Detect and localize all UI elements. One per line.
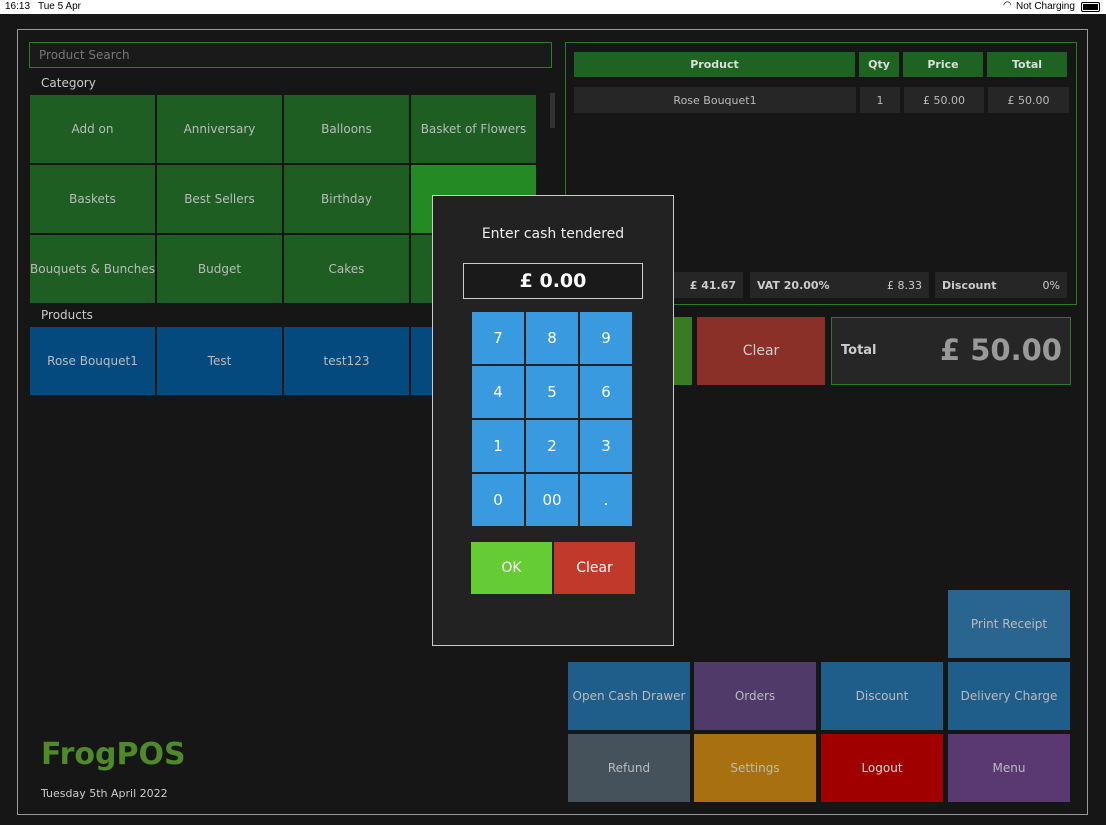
status-bar: 16:13 Tue 5 Apr ◠ Not Charging (0, 0, 1106, 14)
keypad-key[interactable]: 2 (526, 420, 578, 472)
discount-value: 0% (1042, 278, 1060, 292)
category-tile[interactable]: Cakes (284, 235, 409, 303)
row-product: Rose Bouquet1 (574, 87, 856, 113)
vat-value: £ 8.33 (887, 278, 922, 292)
orders-button[interactable]: Orders (694, 662, 816, 730)
cash-display: £ 0.00 (463, 263, 643, 299)
battery-status: Not Charging (1016, 1, 1075, 12)
brand-logo: FrogPOS (41, 737, 186, 772)
category-label: Category (41, 76, 96, 90)
row-qty: 1 (860, 87, 900, 113)
print-receipt-button[interactable]: Print Receipt (948, 590, 1070, 658)
vat-label: VAT 20.00% (757, 278, 830, 292)
main-frame (17, 29, 1088, 815)
discount-button[interactable]: Discount (821, 662, 943, 730)
product-search-input[interactable]: Product Search (29, 42, 552, 68)
category-tile[interactable]: Birthday (284, 165, 409, 233)
category-tile[interactable]: Baskets (30, 165, 155, 233)
keypad-key[interactable]: 6 (580, 366, 632, 418)
header-total: Total (987, 52, 1067, 77)
row-price: £ 50.00 (904, 87, 984, 113)
current-date: Tuesday 5th April 2022 (41, 787, 168, 800)
keypad-key[interactable]: 4 (472, 366, 524, 418)
clear-order-button[interactable]: Clear (697, 317, 825, 385)
product-tile[interactable]: Test (157, 327, 282, 395)
keypad-key[interactable]: 9 (580, 312, 632, 364)
category-tile[interactable]: Best Sellers (157, 165, 282, 233)
order-panel (565, 42, 1077, 305)
total-label: Total (841, 343, 877, 358)
battery-icon (1081, 2, 1100, 12)
keypad-key[interactable]: . (580, 474, 632, 526)
category-tile[interactable]: Balloons (284, 95, 409, 163)
wifi-icon: ◠ (1003, 0, 1012, 11)
header-qty: Qty (859, 52, 899, 77)
header-product: Product (574, 52, 855, 77)
keypad-key[interactable]: 00 (526, 474, 578, 526)
status-time: 16:13 (5, 1, 31, 12)
keypad-key[interactable]: 3 (580, 420, 632, 472)
discount-label: Discount (942, 278, 997, 292)
category-tile[interactable]: Bouquets & Bunches (30, 235, 155, 303)
delivery-charge-button[interactable]: Delivery Charge (948, 662, 1070, 730)
dialog-title: Enter cash tendered (481, 226, 625, 242)
menu-button[interactable]: Menu (948, 734, 1070, 802)
keypad-key[interactable]: 7 (472, 312, 524, 364)
ok-button[interactable]: OK (471, 542, 552, 594)
total-value: £ 50.00 (939, 333, 1062, 367)
category-tile[interactable]: Basket of Flowers (411, 95, 536, 163)
cash-tendered-dialog: Enter cash tendered £ 0.00 7 8 9 4 5 6 1 2 3 0 00.… (432, 195, 674, 646)
total-box: Total £ 50.00 (831, 317, 1071, 385)
logout-button[interactable]: Logout (821, 734, 943, 802)
category-tile[interactable]: Anniversary (157, 95, 282, 163)
keypad-key[interactable]: 8 (526, 312, 578, 364)
vat-box: VAT 20.00% £ 8.33 (750, 272, 929, 298)
dialog-clear-button[interactable]: Clear (554, 542, 635, 594)
keypad-key[interactable]: 0 (472, 474, 524, 526)
refund-button[interactable]: Refund (568, 734, 690, 802)
status-date: Tue 5 Apr (38, 1, 81, 12)
product-tile[interactable]: test123 (284, 327, 409, 395)
keypad-key[interactable]: 1 (472, 420, 524, 472)
settings-button[interactable]: Settings (694, 734, 816, 802)
keypad-key[interactable]: 5 (526, 366, 578, 418)
header-price: Price (903, 52, 983, 77)
product-tile[interactable]: Rose Bouquet1 (30, 327, 155, 395)
discount-box: Discount 0% (935, 272, 1067, 298)
row-total: £ 50.00 (988, 87, 1069, 113)
products-label: Products (41, 308, 93, 322)
category-tile[interactable]: Add on (30, 95, 155, 163)
category-tile[interactable]: Budget (157, 235, 282, 303)
category-scrollbar[interactable] (550, 93, 555, 128)
open-cash-drawer-button[interactable]: Open Cash Drawer (568, 662, 690, 730)
subtotal-value: £ 41.67 (689, 278, 736, 292)
